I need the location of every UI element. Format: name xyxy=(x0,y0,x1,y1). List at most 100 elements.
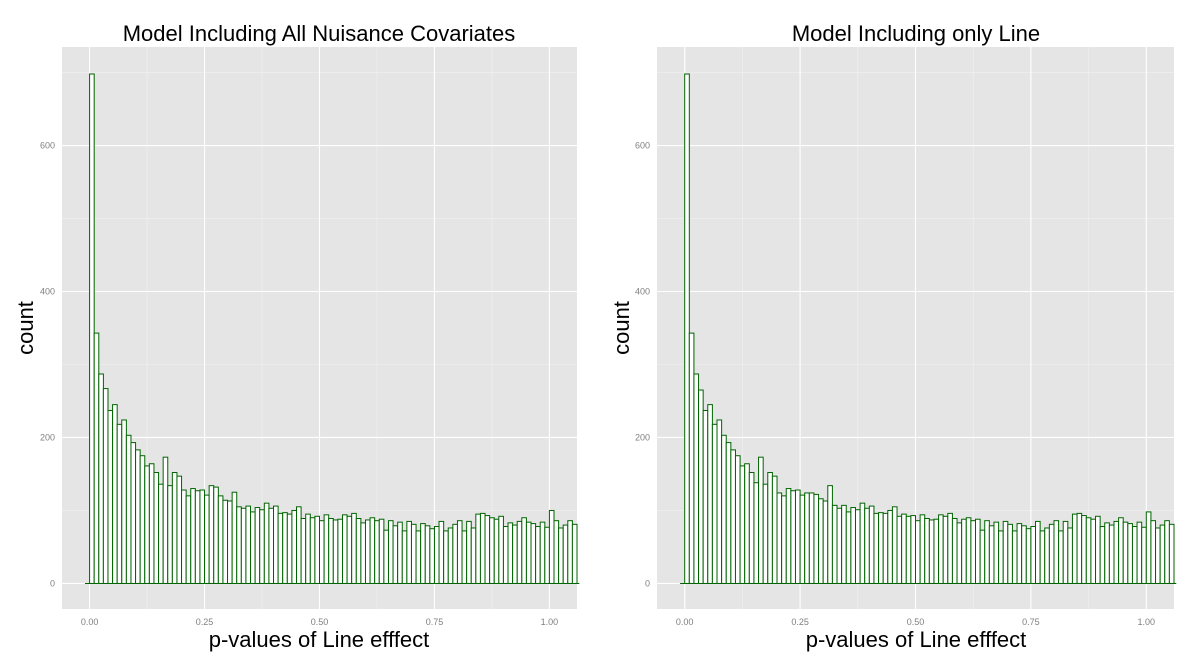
y-tick-label: 400 xyxy=(635,287,650,297)
histogram-bar xyxy=(698,389,704,584)
histogram-bar xyxy=(951,517,958,584)
histogram-bar xyxy=(240,507,247,584)
histogram-bar xyxy=(222,499,229,584)
histogram-bar xyxy=(245,505,252,584)
histogram-bar xyxy=(1090,518,1097,584)
x-tick-label: 0.25 xyxy=(791,617,809,627)
histogram-bar xyxy=(562,524,569,584)
x-tick-label: 0.50 xyxy=(311,617,329,627)
y-tick-label: 600 xyxy=(40,141,55,151)
histogram-bar xyxy=(785,488,792,584)
histogram-bar xyxy=(254,507,261,584)
histogram-bar xyxy=(553,520,560,584)
histogram-bar xyxy=(364,519,371,584)
chart-title: Model Including All Nuisance Covariates xyxy=(123,21,516,46)
histogram-bar xyxy=(1136,521,1143,584)
histogram-bar xyxy=(259,509,265,584)
histogram-bar xyxy=(684,73,690,584)
histogram-bar xyxy=(938,514,944,584)
histogram-bar xyxy=(818,498,824,584)
histogram-bar xyxy=(144,465,150,584)
histogram-bar xyxy=(1122,521,1129,584)
histogram-bar xyxy=(1002,520,1009,584)
histogram-bar xyxy=(693,373,700,584)
histogram-bar xyxy=(383,529,389,584)
histogram-bar xyxy=(309,517,316,584)
histogram-bar xyxy=(112,404,118,584)
histogram-bar xyxy=(323,514,330,584)
histogram-bar xyxy=(836,507,843,584)
histogram-bar xyxy=(208,485,215,584)
histogram-bar xyxy=(1118,517,1124,584)
histogram-bar xyxy=(135,449,141,584)
y-tick-label: 0 xyxy=(50,578,55,588)
histogram-bar xyxy=(521,517,527,584)
chart-title: Model Including only Line xyxy=(792,21,1040,46)
histogram-bar xyxy=(121,419,127,584)
y-tick-label: 200 xyxy=(40,432,55,442)
histogram-bar xyxy=(919,514,926,584)
histogram-bar xyxy=(456,520,463,584)
histogram-bar xyxy=(351,512,357,584)
histogram-bar xyxy=(1025,528,1032,584)
histogram-bar xyxy=(231,491,238,584)
histogram-bar xyxy=(1071,513,1078,584)
histogram-bar xyxy=(993,521,1000,584)
histogram-bar xyxy=(332,519,339,584)
histogram-bar xyxy=(965,517,972,584)
histogram-bar xyxy=(102,388,109,584)
histogram-bar xyxy=(319,520,325,584)
histogram-bar xyxy=(539,521,546,584)
histogram-bar xyxy=(424,525,431,584)
x-tick-label: 1.00 xyxy=(1138,617,1156,627)
histogram-bar xyxy=(153,472,160,584)
histogram-bar xyxy=(1159,524,1166,584)
histogram-bar xyxy=(461,530,468,584)
histogram-bar xyxy=(988,525,995,584)
histogram-bar xyxy=(204,494,210,584)
histogram-bar xyxy=(859,502,866,584)
histogram-bar xyxy=(970,520,977,584)
histogram-bar xyxy=(139,455,146,584)
histogram-bar xyxy=(1035,520,1041,584)
histogram-bar xyxy=(415,530,422,584)
histogram-bar xyxy=(1058,530,1064,584)
histogram-bar xyxy=(392,525,399,584)
histogram-bar xyxy=(470,527,477,584)
histogram-bar xyxy=(1150,520,1157,584)
x-tick-label: 1.00 xyxy=(541,617,559,627)
histogram-bar xyxy=(337,518,343,584)
y-tick-label: 200 xyxy=(635,432,650,442)
histogram-bar xyxy=(374,520,380,584)
histogram-bar xyxy=(762,483,769,584)
histogram-bar xyxy=(360,522,366,584)
histogram-bar xyxy=(1030,526,1037,584)
histogram-panel-right: 0.00 0.25 0.50 0.75 1.00 0 200 400 600 Model In… xyxy=(609,21,1177,652)
histogram-bar xyxy=(1099,526,1106,584)
histogram-bar xyxy=(1062,520,1069,584)
histogram-bar xyxy=(739,465,746,584)
histogram-bar xyxy=(401,530,408,584)
histogram-bar xyxy=(148,463,155,584)
histogram-bar xyxy=(961,518,967,584)
histogram-bar xyxy=(799,494,806,584)
histogram-bar xyxy=(721,434,727,584)
y-tick-labels: 0 200 400 600 xyxy=(635,141,650,589)
histogram-bar xyxy=(479,512,486,584)
histogram-bar xyxy=(443,530,449,584)
histogram-bar xyxy=(282,512,288,584)
histogram-panel-left: 0.00 0.25 0.50 0.75 1.00 0 200 400 600 Model In… xyxy=(13,21,580,652)
histogram-bar xyxy=(107,409,114,584)
histogram-bar xyxy=(167,485,173,584)
histogram-bar xyxy=(525,521,532,584)
histogram-bar xyxy=(1104,522,1110,584)
histogram-bar xyxy=(730,449,736,584)
histogram-bar xyxy=(979,529,986,584)
histogram-bar xyxy=(813,493,820,584)
histogram-bar xyxy=(975,518,981,584)
histogram-bar xyxy=(1113,520,1120,584)
histogram-bar xyxy=(130,442,137,584)
histogram-bar xyxy=(827,485,833,584)
histogram-bar xyxy=(864,507,870,584)
histogram-bar xyxy=(767,472,773,584)
